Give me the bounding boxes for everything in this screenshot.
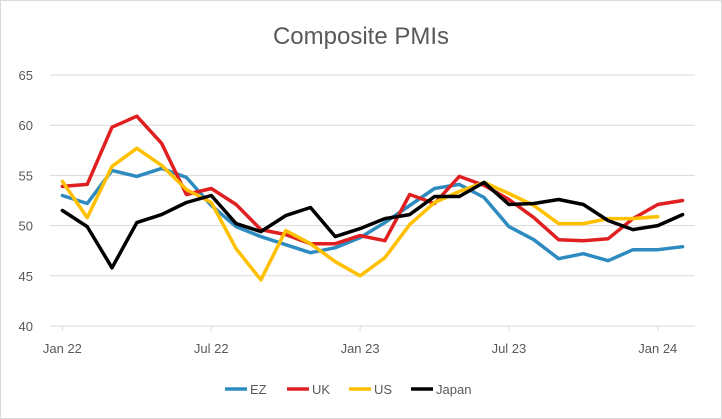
series-line-uk [60, 114, 685, 246]
y-axis-tick-labels: 40 45 50 55 60 65 [19, 68, 33, 334]
legend-label-japan: Japan [436, 382, 471, 397]
legend-label-ez: EZ [250, 382, 267, 397]
x-axis: Jan 22 Jul 22 Jan 23 Jul 23 Jan 24 [43, 325, 695, 356]
y-tick-label: 60 [19, 118, 33, 133]
legend: EZ UK US Japan [225, 382, 471, 397]
x-tick-label: Jan 24 [638, 341, 677, 356]
gridlines [50, 74, 695, 277]
x-tick-label: Jan 23 [341, 341, 380, 356]
legend-label-us: US [374, 382, 392, 397]
y-tick-label: 55 [19, 168, 33, 183]
legend-label-uk: UK [312, 382, 330, 397]
series-line-us [60, 146, 660, 282]
chart-title: Composite PMIs [273, 23, 449, 50]
x-tick-label: Jul 22 [194, 341, 229, 356]
series-line-ez [60, 166, 685, 263]
series-lines [60, 114, 685, 282]
series-line-japan [60, 180, 685, 270]
x-tick-label: Jul 23 [492, 341, 527, 356]
y-tick-label: 45 [19, 269, 33, 284]
y-tick-label: 50 [19, 219, 33, 234]
y-tick-label: 40 [19, 319, 33, 334]
x-tick-label: Jan 22 [43, 341, 82, 356]
y-tick-label: 65 [19, 68, 33, 83]
